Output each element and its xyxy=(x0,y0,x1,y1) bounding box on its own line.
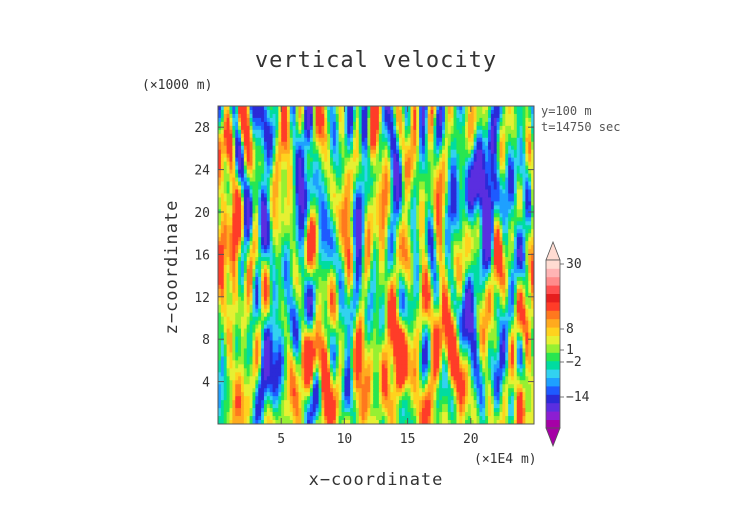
colorbar-segment xyxy=(546,268,560,278)
annotation-y-position: y=100 m xyxy=(541,104,592,118)
y-tick-label: 12 xyxy=(194,291,210,306)
colorbar-segment xyxy=(546,411,560,420)
y-tick-label: 16 xyxy=(194,248,210,263)
colorbar-segment xyxy=(546,276,560,286)
colorbar-label: 8 xyxy=(566,322,574,337)
colorbar: 30 8 1−2 −14 xyxy=(545,240,590,448)
x-tick-label: 15 xyxy=(400,432,416,447)
x-tick-label: 10 xyxy=(337,432,353,447)
x-axis-unit: (×1E4 m) xyxy=(474,452,537,467)
colorbar-top-arrow xyxy=(545,240,561,261)
axis-ticks: 5 10 15 20 4 8 12 16 20 24 28 xyxy=(194,106,534,447)
y-tick-label: 28 xyxy=(194,121,210,136)
colorbar-segment xyxy=(546,377,560,387)
colorbar-segment xyxy=(546,327,560,336)
colorbar-segment xyxy=(546,260,560,269)
colorbar-segment xyxy=(546,318,560,328)
colorbar-label: 30 xyxy=(566,257,582,272)
colorbar-segment xyxy=(546,402,560,412)
colorbar-segment xyxy=(546,344,560,353)
colorbar-bottom-arrow xyxy=(545,427,561,448)
y-tick-label: 8 xyxy=(202,333,210,348)
x-tick-label: 20 xyxy=(463,432,479,447)
x-tick-label: 5 xyxy=(277,432,285,447)
y-tick-label: 24 xyxy=(194,164,210,179)
colorbar-segment xyxy=(546,419,560,429)
colorbar-segment xyxy=(546,302,560,311)
y-axis-unit: (×1000 m) xyxy=(142,78,213,93)
heatmap-field xyxy=(218,106,534,424)
y-tick-label: 4 xyxy=(202,376,210,391)
annotation-time: t=14750 sec xyxy=(541,120,621,134)
colorbar-segment xyxy=(546,293,560,303)
x-axis-label: x−coordinate xyxy=(308,470,444,490)
colorbar-label: 1 xyxy=(566,343,574,358)
colorbar-segment xyxy=(546,369,560,378)
colorbar-label: −2 xyxy=(566,355,582,370)
colorbar-segment xyxy=(546,360,560,370)
colorbar-label: −14 xyxy=(566,390,590,405)
colorbar-segment xyxy=(546,394,560,404)
chart-title: vertical velocity xyxy=(254,48,498,73)
y-tick-label: 20 xyxy=(194,206,210,221)
plot-frame xyxy=(217,105,535,425)
colorbar-segment xyxy=(546,285,560,294)
colorbar-segment xyxy=(546,386,560,395)
colorbar-segment xyxy=(546,352,560,362)
colorbar-segment xyxy=(546,335,560,345)
colorbar-segment xyxy=(546,310,560,320)
colorbar-frame xyxy=(545,259,561,429)
